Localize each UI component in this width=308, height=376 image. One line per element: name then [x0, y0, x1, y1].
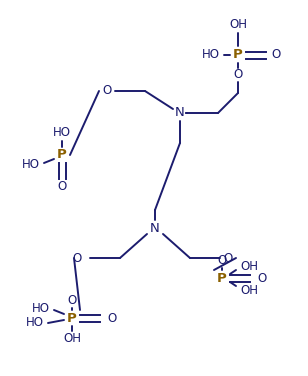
- Text: O: O: [73, 252, 82, 264]
- Text: OH: OH: [240, 259, 258, 273]
- Text: HO: HO: [53, 126, 71, 139]
- Text: O: O: [223, 252, 233, 264]
- Text: HO: HO: [26, 317, 44, 329]
- Text: P: P: [233, 49, 243, 62]
- Text: O: O: [257, 271, 266, 285]
- Text: OH: OH: [229, 18, 247, 32]
- Text: OH: OH: [240, 284, 258, 297]
- Text: O: O: [217, 253, 227, 267]
- Text: HO: HO: [32, 302, 50, 314]
- Text: O: O: [67, 294, 77, 306]
- Text: O: O: [57, 180, 67, 194]
- Text: N: N: [175, 106, 185, 120]
- Text: HO: HO: [202, 49, 220, 62]
- Text: O: O: [107, 311, 116, 324]
- Text: N: N: [150, 221, 160, 235]
- Text: P: P: [57, 149, 67, 162]
- Text: O: O: [102, 85, 111, 97]
- Text: P: P: [67, 311, 77, 324]
- Text: O: O: [271, 49, 280, 62]
- Text: O: O: [233, 68, 243, 82]
- Text: HO: HO: [22, 159, 40, 171]
- Text: P: P: [217, 271, 227, 285]
- Text: OH: OH: [63, 332, 81, 344]
